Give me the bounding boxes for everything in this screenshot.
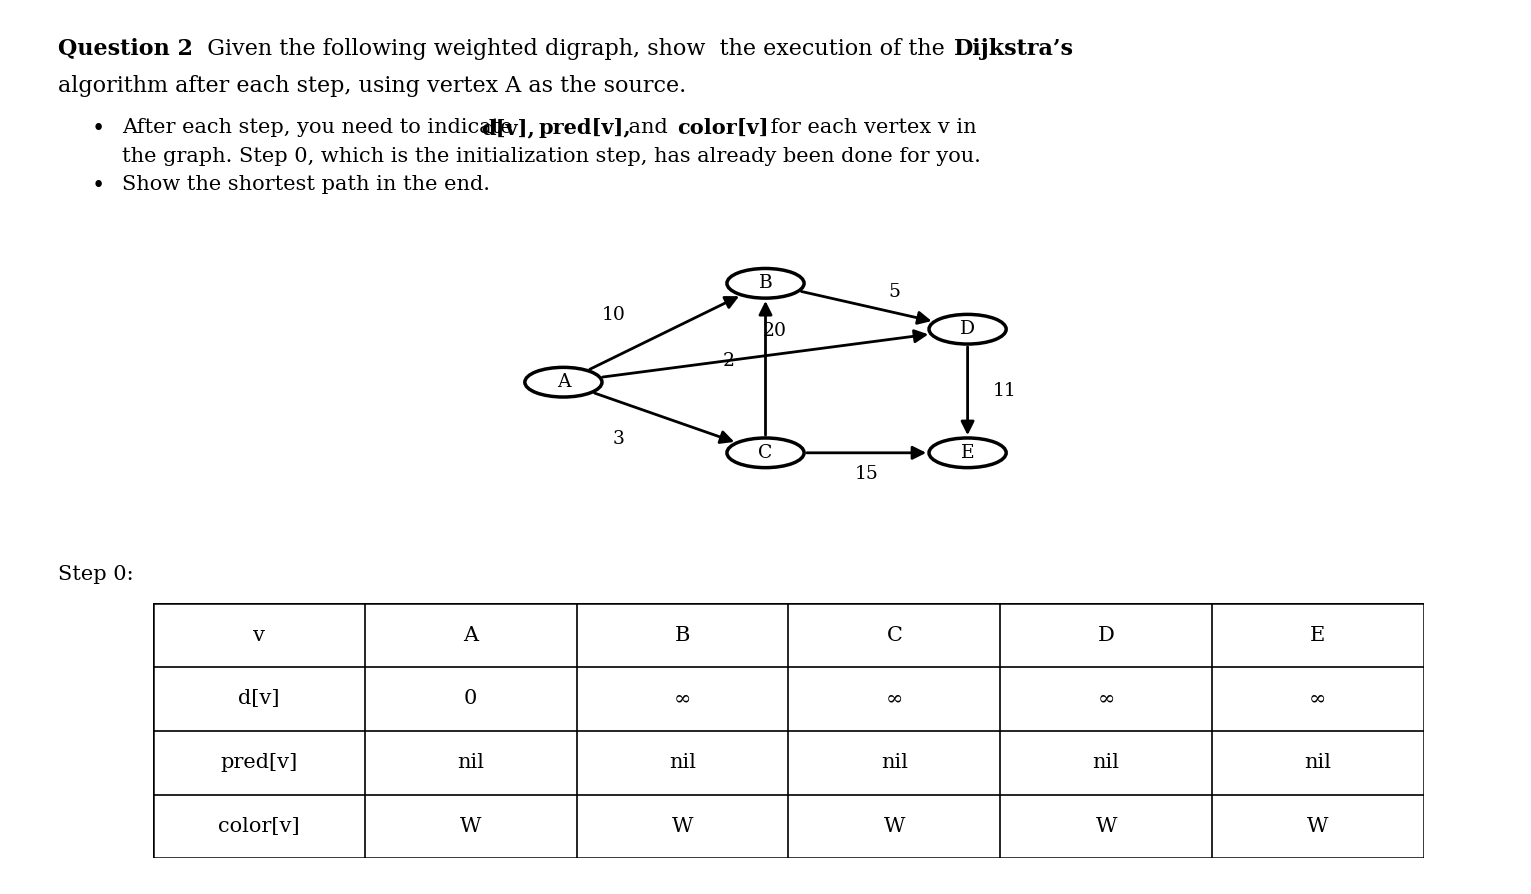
Text: d[v],: d[v], <box>481 118 534 138</box>
Circle shape <box>929 438 1006 468</box>
Text: C: C <box>886 626 902 645</box>
Text: 2: 2 <box>723 352 735 370</box>
Circle shape <box>525 367 602 397</box>
Text: Question 2: Question 2 <box>58 38 193 60</box>
Text: B: B <box>675 626 690 645</box>
Text: •: • <box>92 118 106 140</box>
Text: 11: 11 <box>992 382 1017 400</box>
Text: nil: nil <box>880 753 908 772</box>
Text: ∞: ∞ <box>1309 689 1327 709</box>
Text: E: E <box>1311 626 1326 645</box>
Text: D: D <box>960 320 975 338</box>
Text: the graph. Step 0, which is the initialization step, has already been done for y: the graph. Step 0, which is the initiali… <box>122 147 981 165</box>
Text: nil: nil <box>1093 753 1119 772</box>
Text: nil: nil <box>1304 753 1332 772</box>
Text: Step 0:: Step 0: <box>58 565 133 584</box>
Text: v: v <box>253 626 265 645</box>
Text: W: W <box>459 817 482 836</box>
Text: d[v]: d[v] <box>239 689 280 709</box>
Text: W: W <box>883 817 905 836</box>
Text: After each step, you need to indicate: After each step, you need to indicate <box>122 118 519 137</box>
Text: ∞: ∞ <box>1098 689 1115 709</box>
Text: •: • <box>92 175 106 198</box>
Text: A: A <box>464 626 478 645</box>
Text: ∞: ∞ <box>674 689 692 709</box>
Text: W: W <box>1307 817 1329 836</box>
Text: 20: 20 <box>762 322 787 340</box>
Text: Dijkstra’s: Dijkstra’s <box>954 38 1073 60</box>
Text: pred[v]: pred[v] <box>220 753 297 772</box>
Text: E: E <box>961 443 974 462</box>
Text: 5: 5 <box>888 283 900 301</box>
Text: nil: nil <box>669 753 697 772</box>
Text: 0: 0 <box>464 689 478 709</box>
Text: nil: nil <box>458 753 484 772</box>
Text: algorithm after each step, using vertex A as the source.: algorithm after each step, using vertex … <box>58 75 686 97</box>
Text: pred[v],: pred[v], <box>539 118 631 138</box>
Text: W: W <box>672 817 694 836</box>
Text: color[v]: color[v] <box>219 817 300 836</box>
Text: 3: 3 <box>612 430 625 448</box>
Text: color[v]: color[v] <box>677 118 769 138</box>
Circle shape <box>727 438 804 468</box>
Text: W: W <box>1095 817 1118 836</box>
Text: D: D <box>1098 626 1115 645</box>
Text: B: B <box>759 274 772 292</box>
Text: A: A <box>557 373 570 392</box>
Circle shape <box>929 315 1006 344</box>
Text: C: C <box>758 443 773 462</box>
Text: 10: 10 <box>602 306 626 325</box>
Text: ∞: ∞ <box>885 689 903 709</box>
Text: 15: 15 <box>854 465 879 483</box>
Text: and: and <box>622 118 674 137</box>
Text: Show the shortest path in the end.: Show the shortest path in the end. <box>122 175 490 194</box>
Text: for each vertex v in: for each vertex v in <box>764 118 977 137</box>
Circle shape <box>727 268 804 298</box>
Text: Given the following weighted digraph, show  the execution of the: Given the following weighted digraph, sh… <box>193 38 958 60</box>
